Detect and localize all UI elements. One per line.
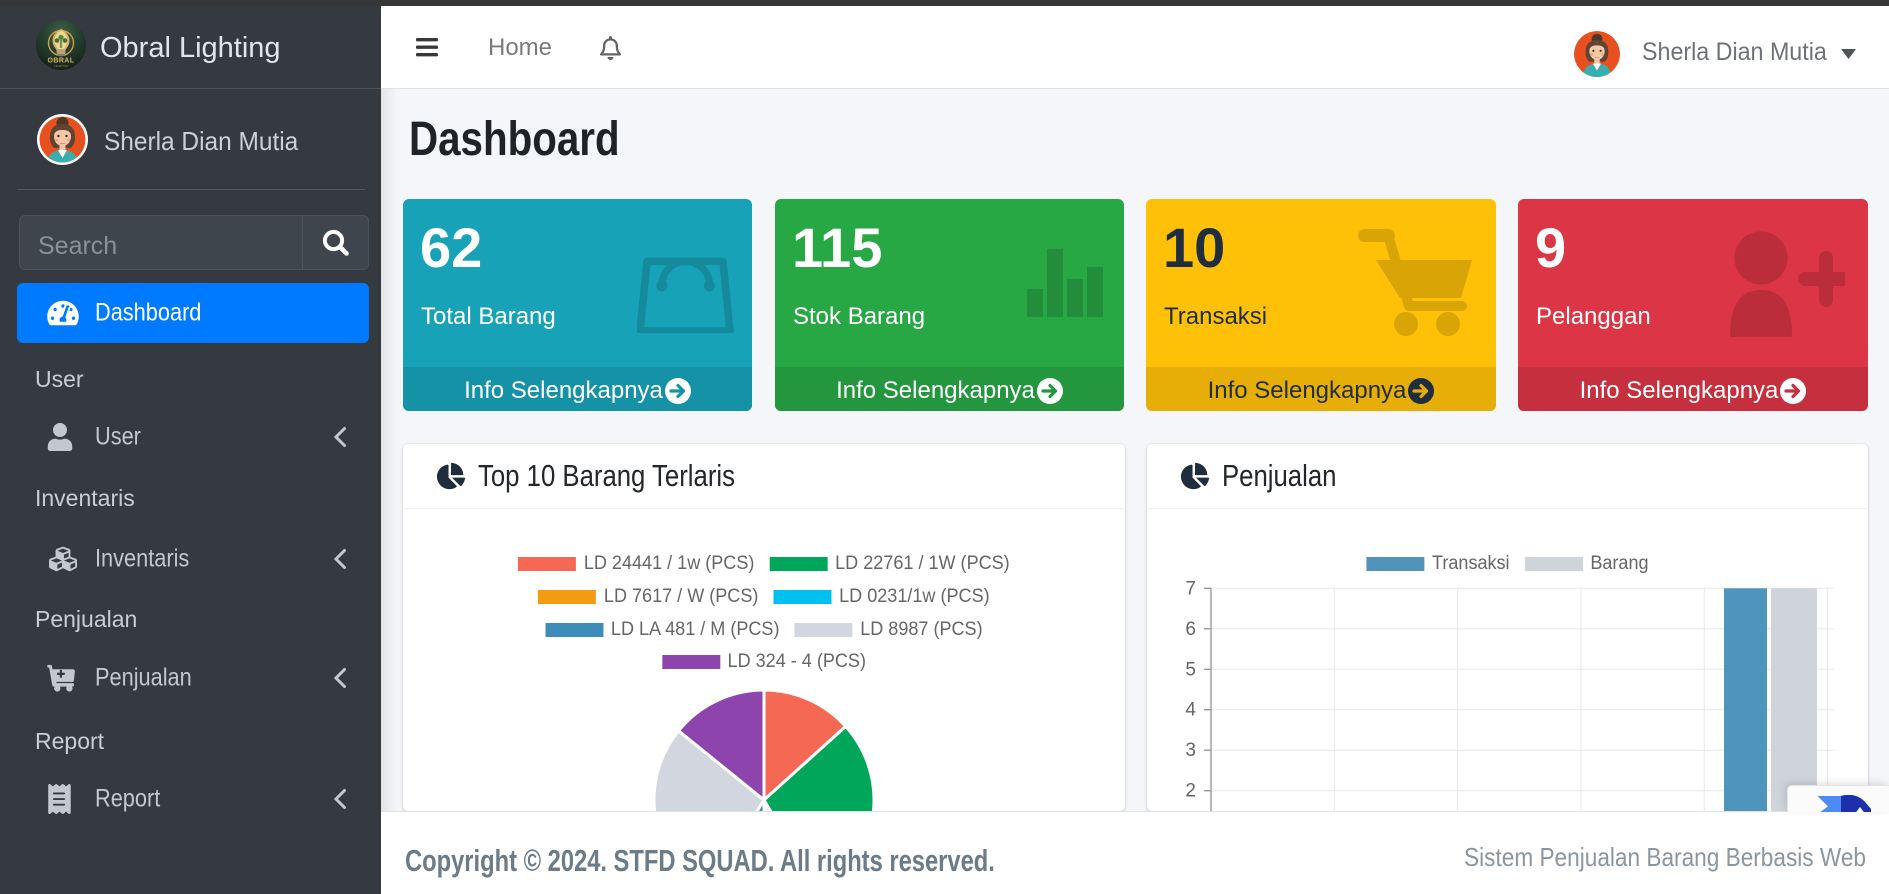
svg-text:6: 6 — [1185, 619, 1196, 640]
svg-text:4: 4 — [1185, 700, 1196, 721]
svg-text:LIGHTING: LIGHTING — [54, 64, 69, 68]
svg-text:2: 2 — [1185, 781, 1196, 802]
svg-text:3: 3 — [1185, 740, 1196, 761]
svg-text:5: 5 — [1185, 659, 1196, 680]
svg-text:OBRAL: OBRAL — [48, 58, 75, 65]
svg-text:7: 7 — [1185, 578, 1196, 599]
